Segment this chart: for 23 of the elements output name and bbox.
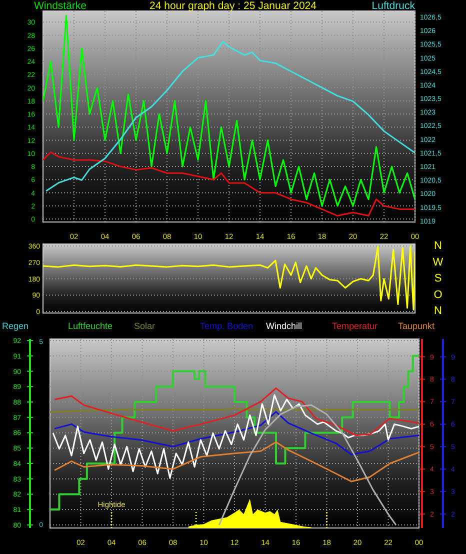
- line-series: [218, 404, 397, 526]
- line-series: [45, 40, 415, 192]
- text: Taupunkt: [398, 321, 436, 331]
- line-series: [54, 411, 419, 456]
- legend-label: Regen: [2, 321, 29, 331]
- text: Temp. Boden: [200, 321, 254, 331]
- line-series: [43, 245, 415, 310]
- line-series: [52, 394, 419, 479]
- y-axis-title: Windstärke: [34, 0, 87, 12]
- line-series: [43, 151, 415, 217]
- text: O: [434, 288, 443, 301]
- text: Solar: [134, 321, 156, 331]
- text: Windchill: [266, 321, 302, 331]
- text: Temperatur: [332, 321, 378, 331]
- chart-title: 24 hour graph day : 25 Januar 2024: [150, 0, 317, 12]
- text: W: [432, 256, 444, 268]
- text: Luftfeuchte: [68, 321, 113, 331]
- text: N: [434, 305, 442, 317]
- line-series: [43, 14, 415, 207]
- line-series: [54, 441, 419, 482]
- y2-axis-title: Luftdruck: [372, 0, 416, 12]
- text: S: [434, 272, 442, 284]
- text: N: [434, 240, 442, 252]
